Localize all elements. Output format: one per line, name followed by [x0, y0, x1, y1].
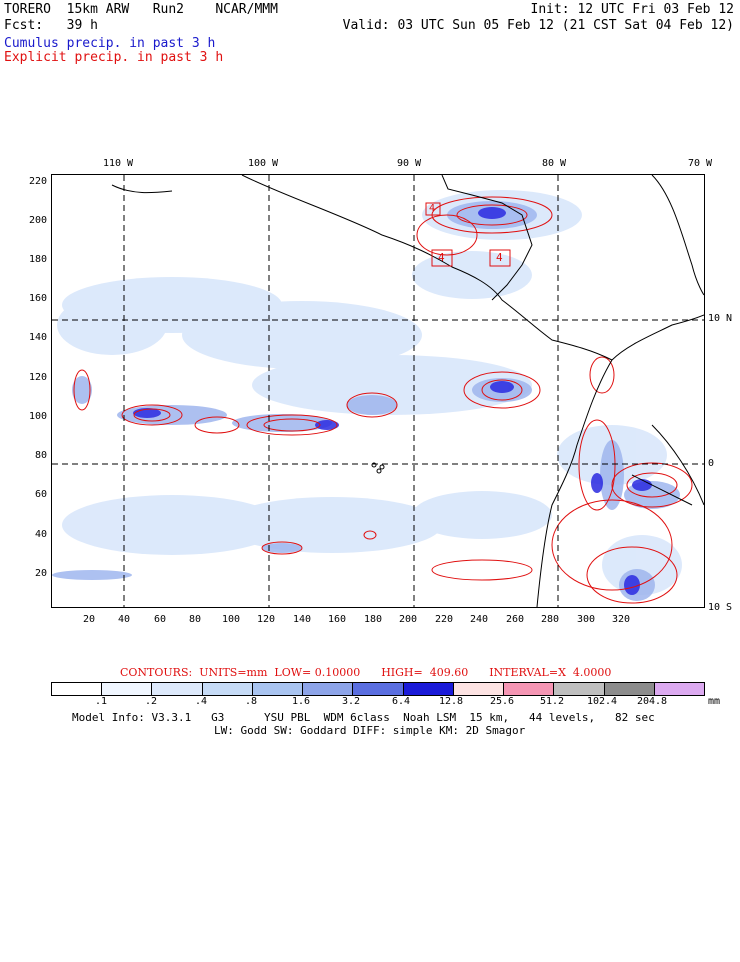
y-tick-label: 40: [34, 529, 47, 540]
colorbar-swatch: [102, 683, 153, 695]
x-tick-label: 240: [469, 614, 489, 625]
colorbar-swatch: [303, 683, 354, 695]
precip-map-canvas: [52, 175, 704, 607]
colorbar-label: .1: [94, 696, 108, 707]
colorbar-swatch: [252, 683, 304, 695]
y-tick-label: 80: [34, 450, 47, 461]
colorbar: [51, 682, 705, 696]
y-tick-label: 160: [28, 293, 47, 304]
colorbar-swatch: [52, 683, 103, 695]
forecast-hour: Fcst: 39 h: [4, 18, 98, 33]
colorbar-label: .4: [194, 696, 208, 707]
colorbar-label: 1.6: [291, 696, 311, 707]
colorbar-label: .2: [144, 696, 158, 707]
x-tick-label: 160: [327, 614, 347, 625]
max-value-boxes: [425, 202, 511, 267]
colorbar-units: mm: [708, 696, 721, 707]
lat-label-10n: 10 N: [708, 313, 733, 324]
x-tick-label: 220: [434, 614, 454, 625]
x-tick-label: 200: [398, 614, 418, 625]
y-tick-label: 220: [28, 176, 47, 187]
colorbar-swatch: [504, 683, 555, 695]
x-tick-label: 320: [611, 614, 631, 625]
legend-cumulus: Cumulus precip. in past 3 h: [4, 36, 216, 51]
model-title: TORERO 15km ARW Run2 NCAR/MMM: [4, 2, 278, 17]
max-box-label: 4: [438, 251, 445, 264]
precip-map: 4 4 4: [51, 174, 705, 608]
init-time: Init: 12 UTC Fri 03 Feb 12: [530, 2, 735, 17]
contours-caption: CONTOURS: UNITS=mm LOW= 0.10000 HIGH= 40…: [120, 666, 612, 679]
y-tick-label: 180: [28, 254, 47, 265]
lon-label-100w: 100 W: [247, 158, 279, 169]
x-tick-label: 280: [540, 614, 560, 625]
x-tick-label: 180: [363, 614, 383, 625]
x-tick-label: 60: [153, 614, 167, 625]
x-tick-label: 300: [576, 614, 596, 625]
explicit-precip-contours: [73, 196, 693, 604]
lat-label-0: 0: [708, 458, 715, 469]
x-tick-label: 260: [505, 614, 525, 625]
y-tick-label: 100: [28, 411, 47, 422]
cumulus-precip-light: [57, 190, 682, 595]
graticule: [52, 175, 704, 607]
lon-label-110w: 110 W: [102, 158, 134, 169]
lat-label-10s: 10 S: [708, 602, 733, 613]
valid-time: Valid: 03 UTC Sun 05 Feb 12 (21 CST Sat …: [342, 18, 734, 33]
colorbar-swatch: [202, 683, 253, 695]
colorbar-label: .8: [244, 696, 258, 707]
y-tick-label: 20: [34, 568, 47, 579]
x-tick-label: 40: [117, 614, 131, 625]
colorbar-label: 204.8: [636, 696, 668, 707]
y-tick-label: 120: [28, 372, 47, 383]
colorbar-swatch: [554, 683, 605, 695]
colorbar-label: 102.4: [586, 696, 618, 707]
y-tick-label: 200: [28, 215, 47, 226]
y-tick-label: 60: [34, 489, 47, 500]
colorbar-swatch: [403, 683, 454, 695]
colorbar-labels: .1 .2 .4 .8 1.6 3.2 6.4 12.8 25.6 51.2 1…: [0, 696, 740, 708]
colorbar-swatch: [453, 683, 505, 695]
lon-label-70w: 70 W: [687, 158, 713, 169]
max-box-label: 4: [496, 251, 503, 264]
x-tick-label: 20: [82, 614, 96, 625]
colorbar-swatch: [353, 683, 404, 695]
model-physics: LW: Godd SW: Goddard DIFF: simple KM: 2D…: [214, 724, 526, 737]
y-tick-label: 140: [28, 332, 47, 343]
x-tick-label: 100: [221, 614, 241, 625]
lon-label-80w: 80 W: [541, 158, 567, 169]
colorbar-swatch: [604, 683, 655, 695]
colorbar-label: 51.2: [539, 696, 565, 707]
x-tick-label: 120: [256, 614, 276, 625]
x-tick-label: 80: [188, 614, 202, 625]
x-tick-label: 140: [292, 614, 312, 625]
coastlines: [111, 175, 704, 607]
colorbar-label: 12.8: [438, 696, 464, 707]
colorbar-label: 3.2: [341, 696, 361, 707]
lon-label-90w: 90 W: [396, 158, 422, 169]
colorbar-label: 25.6: [489, 696, 515, 707]
colorbar-label: 6.4: [391, 696, 411, 707]
colorbar-swatch: [654, 683, 705, 695]
max-box-label: 4: [429, 203, 436, 214]
legend-explicit: Explicit precip. in past 3 h: [4, 50, 224, 65]
model-info: Model Info: V3.3.1 G3 YSU PBL WDM 6class…: [72, 711, 655, 724]
colorbar-swatch: [152, 683, 203, 695]
